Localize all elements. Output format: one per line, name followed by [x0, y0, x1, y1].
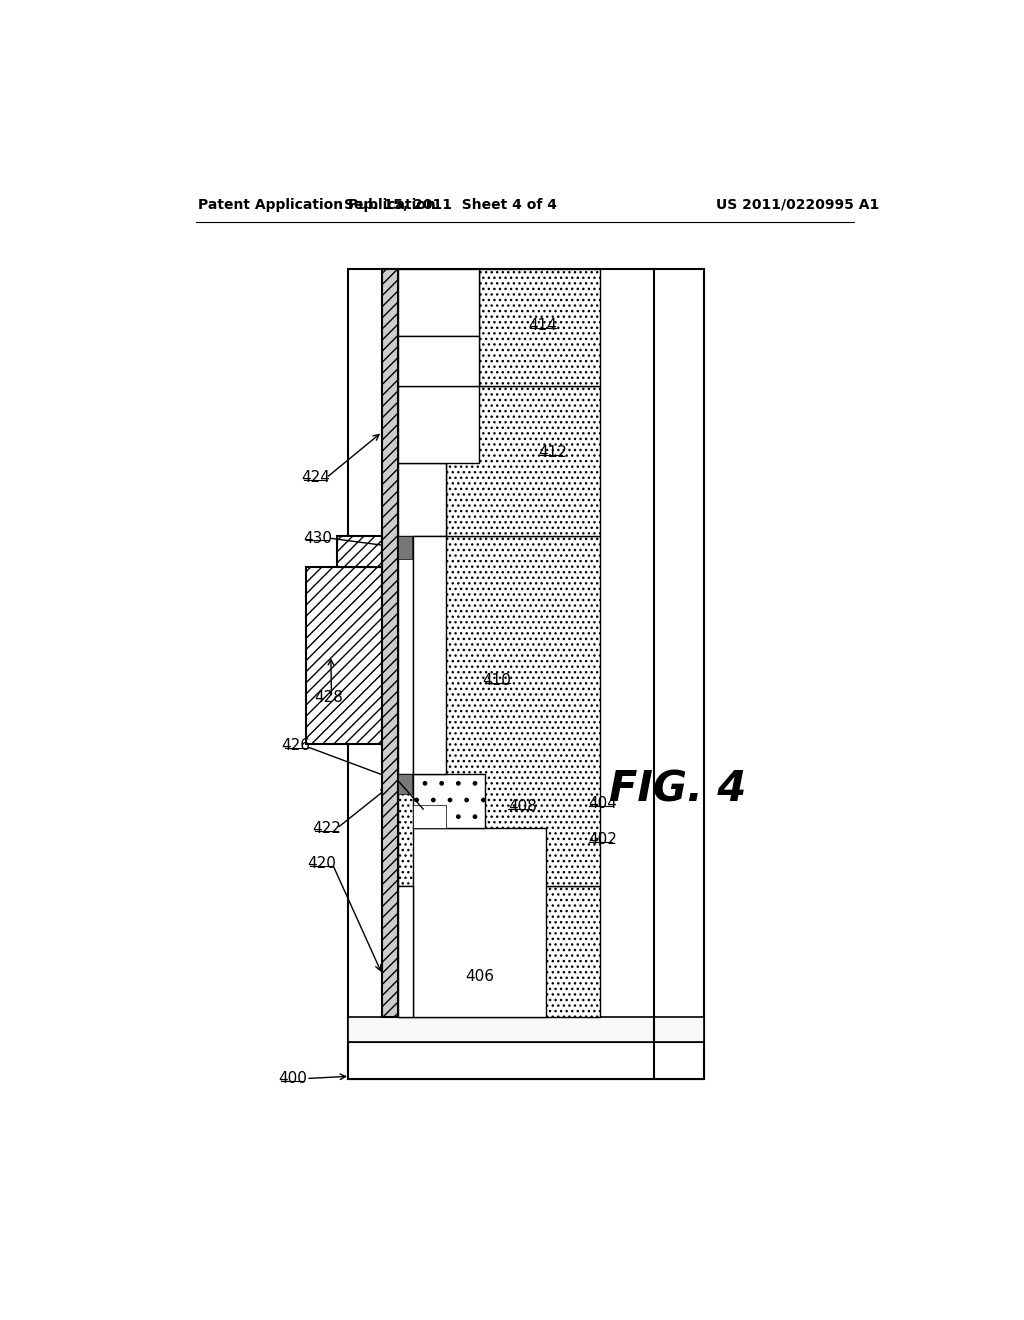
Text: 410: 410 [482, 673, 511, 688]
Bar [348, 1016, 705, 1043]
Text: 404: 404 [589, 796, 617, 812]
Text: 430: 430 [303, 531, 332, 545]
Bar [413, 829, 547, 1016]
Bar [446, 385, 600, 536]
Text: 402: 402 [589, 833, 617, 847]
Bar [413, 775, 484, 829]
Text: 416: 416 [398, 939, 413, 965]
Bar [397, 268, 479, 335]
Bar [397, 462, 446, 536]
Text: 414: 414 [528, 318, 557, 333]
Bar [397, 536, 600, 886]
Bar [337, 536, 382, 566]
Text: 408: 408 [508, 799, 537, 814]
Bar [306, 566, 382, 743]
Bar [479, 268, 600, 385]
Text: 416: 416 [398, 642, 413, 668]
Text: 400: 400 [278, 1071, 307, 1086]
Text: FIG. 4: FIG. 4 [608, 768, 745, 810]
Text: 428: 428 [314, 690, 343, 705]
Text: 412: 412 [539, 445, 567, 461]
Bar [397, 886, 600, 1016]
Bar [397, 536, 412, 558]
Bar [413, 536, 446, 775]
Text: Sep. 15, 2011  Sheet 4 of 4: Sep. 15, 2011 Sheet 4 of 4 [344, 198, 557, 211]
Bar [397, 385, 479, 462]
Bar [397, 886, 413, 1016]
Text: 416: 416 [431, 407, 445, 433]
Text: 424: 424 [301, 470, 330, 486]
Text: 420: 420 [307, 857, 336, 871]
Text: Patent Application Publication: Patent Application Publication [199, 198, 436, 211]
Bar [397, 335, 479, 385]
Text: 406: 406 [465, 969, 494, 983]
Text: 426: 426 [282, 738, 310, 754]
Bar [348, 268, 705, 1078]
Text: US 2011/0220995 A1: US 2011/0220995 A1 [716, 198, 879, 211]
Text: 416: 416 [415, 486, 429, 512]
Text: 422: 422 [312, 821, 341, 836]
Bar [413, 805, 446, 829]
Bar [397, 775, 412, 793]
Text: 418: 418 [449, 780, 477, 796]
Bar [382, 268, 397, 1016]
Bar [397, 536, 413, 775]
Bar [348, 1043, 705, 1078]
